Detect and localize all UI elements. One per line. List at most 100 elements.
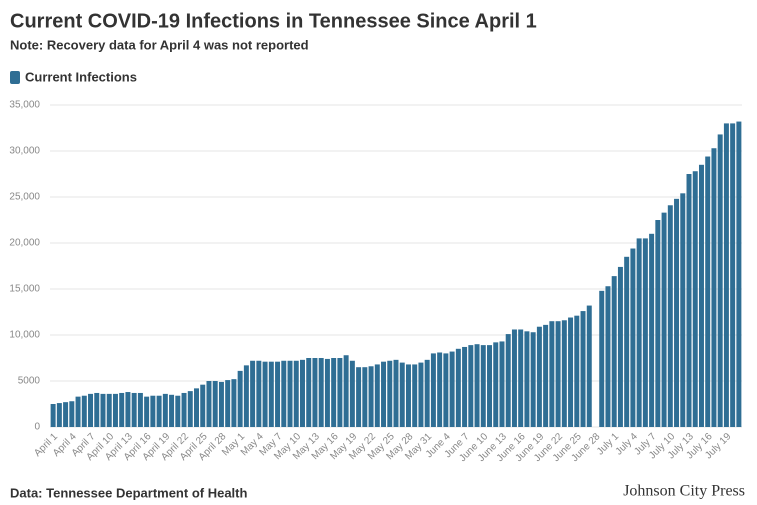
bar <box>194 388 199 427</box>
bar <box>56 403 62 427</box>
bar <box>568 317 574 427</box>
bar <box>518 329 524 427</box>
bar <box>705 156 711 427</box>
bar <box>462 346 468 427</box>
bar <box>318 358 324 427</box>
bar <box>505 334 511 427</box>
bar <box>112 393 118 427</box>
bar <box>125 392 131 427</box>
bar <box>674 198 680 427</box>
bar <box>393 359 399 427</box>
chart-subtitle: Note: Recovery data for April 4 was not … <box>10 37 309 52</box>
bar <box>287 360 293 427</box>
bar <box>636 238 642 427</box>
bar <box>493 342 499 427</box>
bar <box>511 329 517 427</box>
bar <box>736 121 742 427</box>
bar <box>711 148 717 428</box>
bar <box>343 355 349 427</box>
bar <box>69 401 75 427</box>
source: Data: Tennessee Department of Health <box>10 485 247 500</box>
legend-swatch <box>10 71 20 84</box>
bar <box>162 393 168 427</box>
chart-title: Current COVID-19 Infections in Tennessee… <box>10 10 537 32</box>
bar <box>368 366 374 427</box>
bar <box>206 381 212 427</box>
y-tick-label: 10,000 <box>9 330 40 341</box>
bar <box>312 358 318 427</box>
bar <box>405 364 411 427</box>
bar <box>543 324 549 427</box>
bar <box>175 395 181 427</box>
bar <box>530 332 536 427</box>
legend-label: Current Infections <box>25 69 137 84</box>
bar <box>555 321 561 427</box>
bar <box>144 396 150 427</box>
bar <box>561 320 567 427</box>
bar <box>349 360 355 427</box>
bar <box>50 404 56 427</box>
bar <box>418 362 424 427</box>
bar <box>337 358 343 427</box>
bar <box>624 256 630 427</box>
bar <box>106 393 112 427</box>
logo: Johnson City Press <box>623 483 745 500</box>
bar <box>119 392 125 427</box>
bar <box>262 361 268 427</box>
bar <box>200 384 206 427</box>
bar <box>430 353 436 427</box>
bar <box>480 345 486 427</box>
bar <box>374 364 380 427</box>
bar <box>642 238 648 427</box>
bar <box>536 326 542 427</box>
bar <box>94 392 100 427</box>
bar <box>356 367 362 427</box>
bar <box>449 351 455 427</box>
bar <box>256 360 262 427</box>
bar <box>412 364 418 427</box>
bar <box>281 360 287 427</box>
bar <box>218 381 224 427</box>
bar <box>730 123 736 428</box>
bar <box>237 370 243 427</box>
bar <box>306 358 312 427</box>
bar <box>549 321 555 427</box>
bar <box>611 276 617 427</box>
bar <box>580 311 586 427</box>
bar <box>387 360 393 427</box>
bar <box>524 331 530 427</box>
bar <box>181 392 187 427</box>
y-tick-label: 0 <box>34 422 40 433</box>
bar <box>487 345 493 427</box>
bar <box>574 315 580 427</box>
y-tick-label: 30,000 <box>9 146 40 157</box>
bar <box>169 394 175 427</box>
bar <box>250 360 256 427</box>
bar <box>686 174 692 427</box>
bar <box>268 361 274 427</box>
y-tick-label: 15,000 <box>9 284 40 295</box>
bar <box>468 345 474 427</box>
bar <box>474 344 480 427</box>
bar <box>137 392 143 427</box>
bar <box>586 305 592 427</box>
bar <box>293 360 299 427</box>
y-tick-label: 5000 <box>18 376 41 387</box>
bar <box>617 266 623 427</box>
bar <box>299 359 305 427</box>
bar <box>225 380 231 427</box>
bar <box>399 362 405 427</box>
bar <box>100 393 106 427</box>
bar <box>649 233 655 427</box>
bar <box>661 212 667 427</box>
bar <box>88 393 94 427</box>
bar <box>275 361 281 427</box>
bar <box>499 341 505 427</box>
bar <box>599 290 605 427</box>
bar <box>187 391 193 427</box>
bar <box>667 205 673 427</box>
bar <box>443 353 449 427</box>
bar <box>455 348 461 427</box>
bar <box>630 248 636 427</box>
